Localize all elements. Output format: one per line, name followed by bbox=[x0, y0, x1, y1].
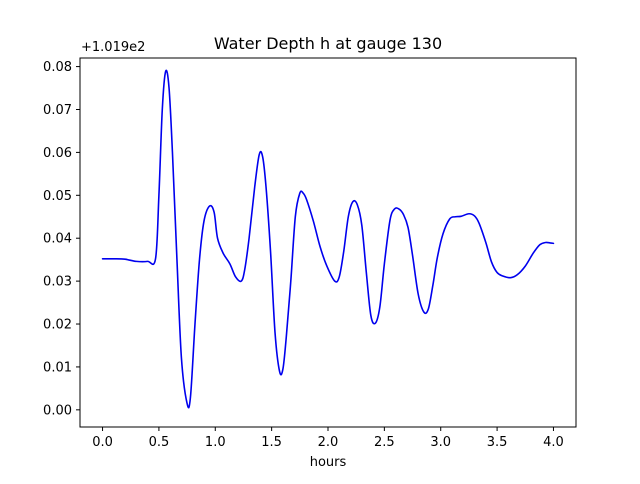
y-tick-label: 0.01 bbox=[43, 360, 72, 375]
x-tick-label: 3.5 bbox=[487, 435, 508, 450]
plot-layer bbox=[101, 69, 555, 409]
y-tick-label: 0.07 bbox=[43, 103, 72, 118]
y-axis-ticks: 0.00 0.01 0.02 0.03 0.04 0.05 0.06 0.07 0.08 bbox=[43, 60, 80, 418]
y-tick-label: 0.08 bbox=[43, 60, 72, 75]
x-tick-label: 2.0 bbox=[318, 435, 339, 450]
x-tick-label: 4.0 bbox=[543, 435, 564, 450]
y-tick-label: 0.05 bbox=[43, 189, 72, 204]
y-axis-offset-text: +1.019e2 bbox=[81, 40, 145, 55]
x-tick-label: 1.5 bbox=[261, 435, 282, 450]
y-tick-label: 0.02 bbox=[43, 318, 72, 333]
y-tick-label: 0.04 bbox=[43, 232, 72, 247]
x-tick-label: 0.5 bbox=[149, 435, 170, 450]
x-tick-label: 3.0 bbox=[430, 435, 451, 450]
x-tick-label: 0.0 bbox=[92, 435, 113, 450]
chart-title: Water Depth h at gauge 130 bbox=[214, 34, 442, 53]
x-axis-label: hours bbox=[310, 455, 347, 470]
y-tick-label: 0.06 bbox=[43, 146, 72, 161]
x-tick-label: 2.5 bbox=[374, 435, 395, 450]
series-line bbox=[101, 69, 555, 409]
y-tick-label: 0.00 bbox=[43, 403, 72, 418]
x-axis-ticks: 0.0 0.5 1.0 1.5 2.0 2.5 3.0 3.5 4.0 bbox=[92, 427, 564, 450]
x-tick-label: 1.0 bbox=[205, 435, 226, 450]
y-tick-label: 0.03 bbox=[43, 275, 72, 290]
